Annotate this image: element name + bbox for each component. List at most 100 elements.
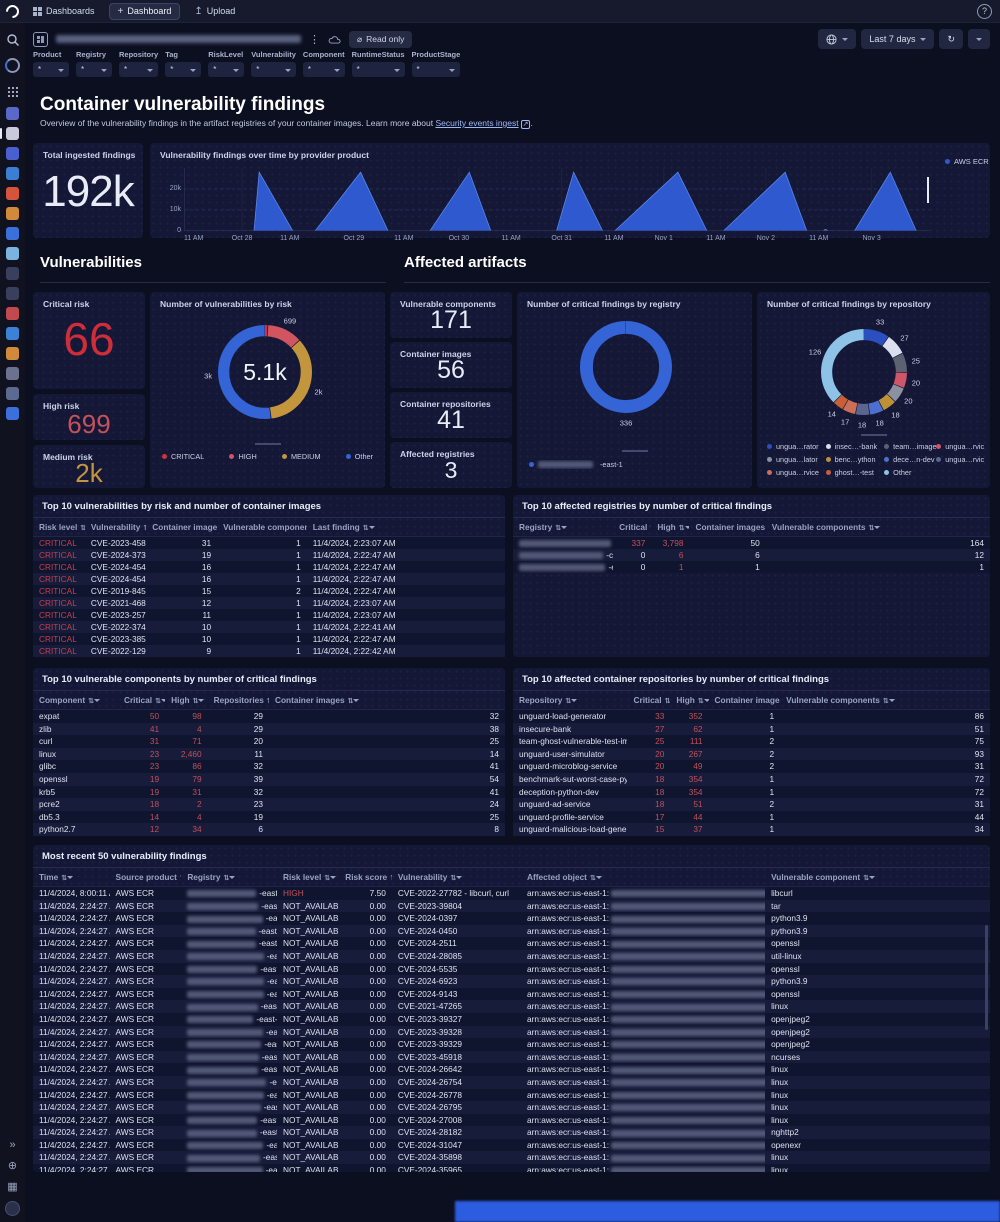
filter-dropdown-runtimestatus[interactable]: *	[352, 62, 405, 77]
chart-legend[interactable]: AWS ECR	[945, 157, 989, 166]
table-row[interactable]: unguard-user-simulator 20 267 2 93	[513, 748, 990, 761]
column-menu-icon[interactable]	[561, 526, 567, 532]
table-row[interactable]: CRITICALCVE-2023-2577511111/4/2024, 2:23…	[33, 609, 505, 621]
collapse-sidebar-icon[interactable]: »	[9, 1139, 15, 1151]
column-menu-icon[interactable]	[685, 526, 690, 532]
column-header-source-product[interactable]: Source product⇅	[110, 868, 182, 887]
table-row[interactable]: CRITICAL CVE-2023-45853 31 1 11/4/2024, 2:23…	[33, 537, 505, 550]
table-row[interactable]: python2.7 12 34 6 8	[33, 823, 505, 836]
table-row[interactable]: 11/4/2024, 2:24:27 AM AWS ECR -east-1 NOT_A…	[33, 1164, 990, 1172]
app-alerts-icon[interactable]	[6, 307, 19, 320]
column-menu-icon[interactable]	[889, 699, 895, 705]
table-row[interactable]: -central-1 0 6 6 12	[513, 549, 990, 561]
legend-item[interactable]: CRITICAL	[162, 452, 204, 461]
app-clouds-icon[interactable]	[6, 147, 19, 160]
table-row[interactable]: 11/4/2024, 2:24:27 AM AWS ECR -east-1 NOT_A…	[33, 1126, 990, 1139]
column-header-vulnerability[interactable]: Vulnerability⇅	[392, 868, 521, 887]
column-header-container-images[interactable]: Container images⇅	[689, 518, 765, 537]
refresh-options-button[interactable]	[968, 29, 990, 49]
table-row[interactable]: 11/4/2024, 2:24:27 AM AWS ECR -east-1 NOT_A…	[33, 1038, 990, 1051]
app-logo-icon[interactable]	[0, 5, 25, 18]
table-row[interactable]: CRITICALCVE-2022-3743410111/4/2024, 2:22…	[33, 621, 505, 633]
legend-item[interactable]: ungua…lator	[767, 455, 826, 464]
scope-selector[interactable]	[818, 29, 856, 49]
table-row[interactable]: pcre2 18 2 23 24	[33, 798, 505, 811]
table-row[interactable]: benchmark-sut-worst-case-python 18 354 1 72	[513, 773, 990, 786]
column-header-affected-object[interactable]: Affected object ⇅	[521, 868, 765, 887]
table-row[interactable]: linux 23 2,460 11 14	[33, 748, 505, 761]
column-header-time[interactable]: Time ⇅	[33, 868, 110, 887]
app-history-clock-icon[interactable]	[6, 267, 19, 280]
legend-item[interactable]: -east-1	[529, 460, 623, 469]
refresh-button[interactable]: ↻	[939, 29, 963, 49]
help-button[interactable]: ?	[977, 4, 992, 19]
table-row[interactable]: CRITICALCVE-2024-3737119111/4/2024, 2:22…	[33, 549, 505, 561]
app-threats-shield-icon[interactable]	[6, 247, 19, 260]
table-row[interactable]: 11/4/2024, 2:24:27 AM AWS ECR -east-1 NOT_A…	[33, 1013, 990, 1026]
table-row[interactable]: 11/4/2024, 2:24:27 AM AWS ECR -east-1 NOT_A…	[33, 963, 990, 976]
table-row[interactable]: 11/4/2024, 2:24:27 AM AWS ECR -east-1 NOT_A…	[33, 925, 990, 938]
table-row[interactable]: CRITICALCVE-2023-3854510111/4/2024, 2:22…	[33, 633, 505, 645]
app-services-flame-icon[interactable]	[6, 187, 19, 200]
legend-item[interactable]: ghost…-test	[826, 468, 885, 477]
table-row[interactable]: krb5 19 31 32 41	[33, 786, 505, 799]
column-menu-icon[interactable]	[67, 876, 73, 882]
column-header-repository[interactable]: Repository ⇅	[513, 691, 627, 710]
filter-dropdown-risklevel[interactable]: *	[208, 62, 244, 77]
table-row[interactable]: 11/4/2024, 2:24:27 AM AWS ECR -east-1 NOT_A…	[33, 1063, 990, 1076]
table-row[interactable]: 11/4/2024, 8:00:11 AM AWS ECR -east-1 HIGH 7…	[33, 887, 990, 900]
table-row[interactable]: 11/4/2024, 2:24:27 AM AWS ECR -east-1 NOT_A…	[33, 1114, 990, 1127]
table-row[interactable]: 11/4/2024, 2:24:27 AM AWS ECR -east-1 NOT_A…	[33, 900, 990, 913]
column-menu-icon[interactable]	[456, 876, 462, 882]
donut-vulnerabilities-by-risk[interactable]: 5.1k 699 2k 3k	[218, 325, 312, 419]
table-row[interactable]: CRITICALCVE-2021-4684812111/4/2024, 2:23…	[33, 597, 505, 609]
filter-dropdown-vulnerability[interactable]: *	[251, 62, 296, 77]
table-row[interactable]: 11/4/2024, 2:24:27 AM AWS ECR -east-1 NOT_A…	[33, 988, 990, 1001]
column-header-last-finding[interactable]: Last finding ⇅	[307, 518, 505, 537]
column-header-registry[interactable]: Registry ⇅	[513, 518, 613, 537]
nav-dashboards[interactable]: Dashboards	[25, 0, 103, 22]
table-row[interactable]: -east-1 337 3,798 50 164	[513, 537, 990, 550]
more-options-icon[interactable]: ⋮	[309, 33, 320, 46]
legend-item[interactable]: ungua…rator	[767, 442, 826, 451]
donut-critical-by-registry[interactable]: 336	[580, 321, 672, 413]
app-security-shield-icon[interactable]	[6, 167, 19, 180]
filter-dropdown-tag[interactable]: *	[165, 62, 201, 77]
table-row[interactable]: 11/4/2024, 2:24:27 AM AWS ECR -east-1 NOT_A…	[33, 1151, 990, 1164]
table-row[interactable]: -east-10111	[513, 561, 990, 573]
column-header-high[interactable]: High ⇅	[670, 691, 708, 710]
column-header-vulnerable-component[interactable]: Vulnerable component ⇅	[765, 868, 990, 887]
app-network-globe-icon[interactable]	[6, 407, 19, 420]
column-menu-icon[interactable]	[369, 526, 375, 532]
column-header-vulnerability[interactable]: Vulnerability⇅	[85, 518, 146, 537]
support-icon[interactable]: ⊕	[8, 1159, 17, 1172]
timeframe-selector[interactable]: Last 7 days	[861, 29, 934, 49]
app-dashboards-icon[interactable]	[6, 127, 19, 140]
legend-item[interactable]: benc…ython	[826, 455, 885, 464]
table-scrollbar[interactable]	[985, 925, 988, 1030]
table-row[interactable]: unguard-microblog-service 20 49 2 31	[513, 760, 990, 773]
filter-dropdown-repository[interactable]: *	[119, 62, 158, 77]
table-row[interactable]: 11/4/2024, 2:24:27 AM AWS ECR -east-1 NOT_A…	[33, 912, 990, 925]
legend-item[interactable]: dece…n-dev	[884, 455, 936, 464]
table-row[interactable]: 11/4/2024, 2:24:27 AM AWS ECR -east-1 NOT_A…	[33, 937, 990, 950]
table-row[interactable]: unguard-malicious-load-generator 15 37 1 34	[513, 823, 990, 836]
table-row[interactable]: unguard-ad-service 18 51 2 31	[513, 798, 990, 811]
column-header-repositories[interactable]: Repositories⇅	[208, 691, 269, 710]
app-settings-gear-icon[interactable]	[6, 287, 19, 300]
table-row[interactable]: 11/4/2024, 2:24:27 AM AWS ECR -east-1 NOT_A…	[33, 1101, 990, 1114]
column-header-component[interactable]: Component ⇅	[33, 691, 118, 710]
column-header-critical[interactable]: Critical⇅	[118, 691, 165, 710]
sort-icon[interactable]: ⇅	[143, 525, 146, 532]
table-row[interactable]: 11/4/2024, 2:24:27 AM AWS ECR -east-1 NOT_A…	[33, 950, 990, 963]
app-user-sessions-icon[interactable]	[6, 227, 19, 240]
area-chart[interactable]: 20k 10k 0 11 AM Oct 28 11 AM Oct 29 11 AM Oct 30…	[184, 168, 929, 231]
filter-dropdown-productstage[interactable]: *	[412, 62, 461, 77]
assistant-icon[interactable]	[4, 57, 21, 74]
app-metrics-gauge-icon[interactable]	[6, 207, 19, 220]
table-row[interactable]: 11/4/2024, 2:24:27 AM AWS ECR -east-1 NOT_A…	[33, 1051, 990, 1064]
sort-icon[interactable]: ⇅	[390, 875, 392, 882]
column-menu-icon[interactable]	[869, 876, 875, 882]
table-row[interactable]: db5.3 14 4 19 25	[33, 811, 505, 824]
legend-item[interactable]: ungua…rvice	[936, 455, 984, 464]
